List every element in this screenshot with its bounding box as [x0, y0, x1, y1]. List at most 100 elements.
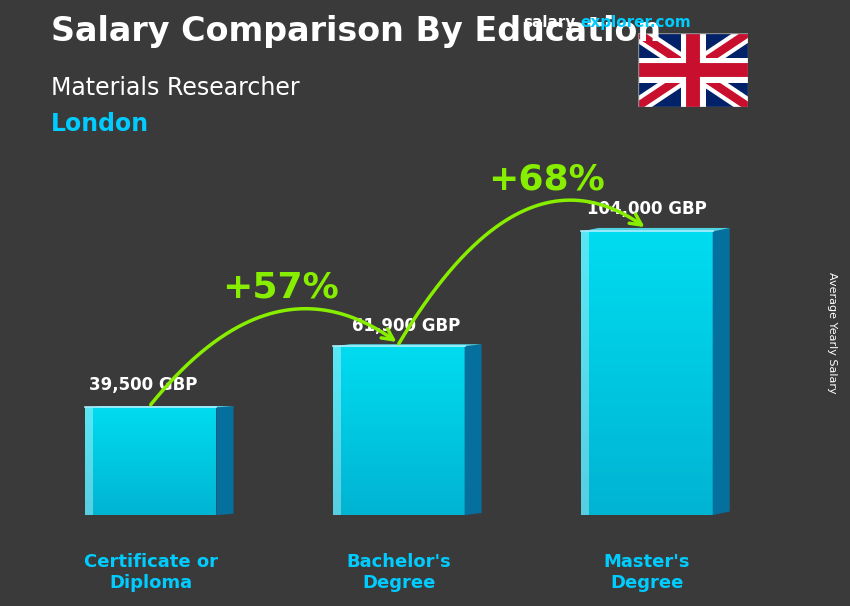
Bar	[581, 473, 712, 478]
Bar	[85, 435, 217, 436]
Bar	[85, 504, 217, 506]
Bar	[333, 476, 465, 479]
Bar	[581, 255, 712, 260]
Bar	[333, 391, 465, 394]
Bar	[85, 445, 217, 447]
Bar	[581, 331, 712, 336]
Bar	[85, 478, 217, 479]
Bar	[333, 400, 465, 402]
Text: Bachelor's
Degree: Bachelor's Degree	[347, 553, 451, 592]
Bar	[85, 513, 217, 515]
Bar	[581, 336, 712, 340]
Bar	[581, 411, 712, 416]
Bar	[333, 346, 465, 349]
Bar	[581, 501, 712, 505]
Bar	[85, 502, 217, 504]
Bar	[333, 383, 465, 385]
Bar	[85, 418, 217, 420]
Bar	[85, 452, 217, 454]
Bar	[333, 464, 465, 467]
Bar	[333, 456, 465, 459]
Bar	[581, 402, 712, 407]
Bar	[85, 409, 217, 411]
Bar	[333, 405, 465, 408]
Bar	[85, 476, 217, 478]
Bar	[85, 413, 217, 415]
Bar	[85, 479, 217, 481]
Bar	[333, 493, 465, 496]
Bar	[581, 421, 712, 425]
Bar	[85, 458, 217, 459]
Text: Master's
Degree: Master's Degree	[604, 553, 690, 592]
Bar	[581, 430, 712, 435]
Bar	[85, 422, 217, 424]
Bar	[581, 425, 712, 430]
Text: Materials Researcher: Materials Researcher	[51, 76, 299, 100]
Bar	[581, 340, 712, 345]
Bar	[85, 493, 217, 495]
Bar	[85, 497, 217, 499]
Bar	[333, 459, 465, 462]
Bar	[581, 260, 712, 265]
Bar	[581, 302, 712, 307]
Bar	[581, 279, 712, 284]
Bar	[333, 484, 465, 487]
Bar	[85, 491, 217, 493]
Bar	[85, 459, 217, 461]
Bar	[85, 440, 217, 442]
Bar	[581, 274, 712, 279]
Bar	[581, 316, 712, 321]
Bar	[581, 378, 712, 383]
Bar	[581, 307, 712, 312]
Polygon shape	[465, 344, 482, 515]
Bar	[581, 496, 712, 501]
Bar	[333, 349, 465, 352]
Bar	[85, 483, 217, 485]
Bar	[333, 490, 465, 493]
Bar	[333, 481, 465, 484]
Bar	[85, 431, 217, 433]
Bar	[581, 245, 712, 250]
Bar	[581, 265, 712, 269]
Bar	[85, 470, 217, 472]
Bar	[85, 411, 217, 413]
Bar	[333, 394, 465, 397]
Bar	[333, 385, 465, 388]
Bar	[581, 231, 589, 515]
Bar	[85, 463, 217, 465]
Bar	[85, 444, 217, 445]
Bar	[85, 511, 217, 513]
Bar	[581, 345, 712, 350]
Bar	[333, 487, 465, 490]
Bar	[333, 417, 465, 419]
Bar	[333, 445, 465, 448]
Text: +68%: +68%	[488, 162, 604, 196]
Bar	[333, 439, 465, 442]
Bar	[581, 463, 712, 468]
Bar	[85, 447, 217, 448]
Bar	[333, 419, 465, 422]
Bar	[85, 436, 217, 438]
Bar	[333, 433, 465, 436]
Bar	[333, 358, 465, 361]
Bar	[581, 236, 712, 241]
Bar	[581, 505, 712, 510]
Bar	[581, 326, 712, 331]
Bar	[581, 383, 712, 387]
Bar	[581, 387, 712, 392]
Bar	[333, 352, 465, 355]
Bar	[333, 425, 465, 428]
Bar	[85, 433, 217, 435]
Bar	[85, 474, 217, 476]
Bar	[581, 298, 712, 302]
Bar	[581, 288, 712, 293]
Bar	[581, 355, 712, 359]
Bar	[333, 378, 465, 380]
Polygon shape	[333, 344, 482, 346]
Bar	[333, 448, 465, 450]
Bar	[85, 407, 217, 409]
Bar	[85, 450, 217, 452]
Bar	[581, 482, 712, 487]
Text: explorer.com: explorer.com	[581, 15, 691, 30]
Bar	[581, 350, 712, 355]
